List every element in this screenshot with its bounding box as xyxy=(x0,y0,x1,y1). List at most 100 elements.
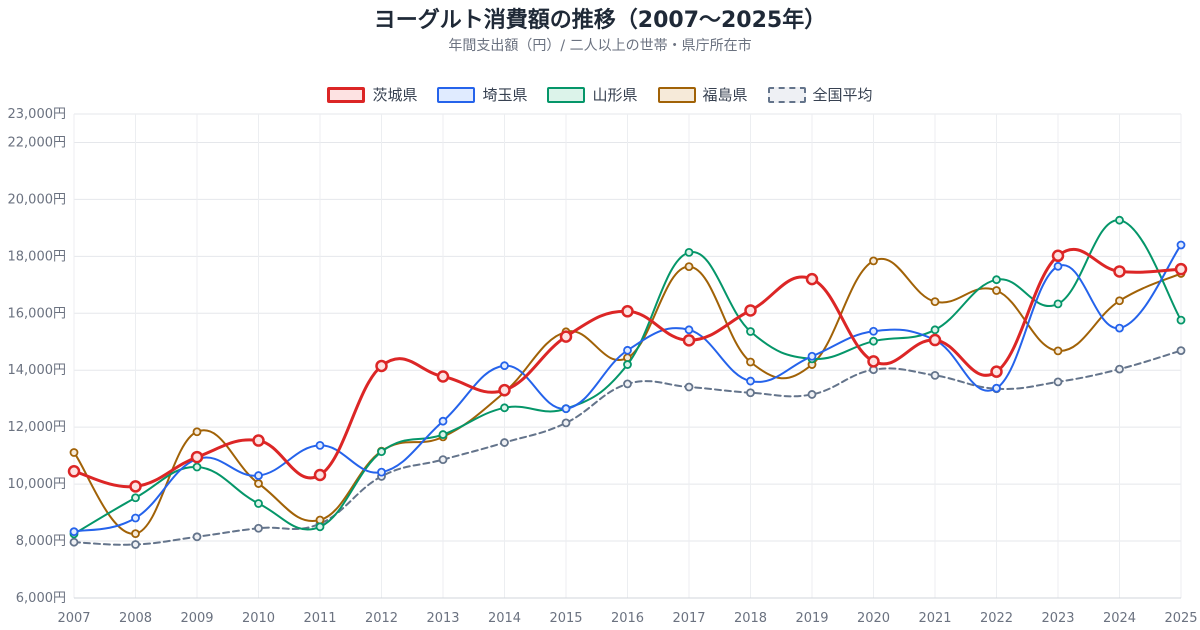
data-point[interactable] xyxy=(1115,364,1124,374)
data-point[interactable] xyxy=(500,361,509,371)
data-point[interactable] xyxy=(1051,249,1065,263)
data-point[interactable] xyxy=(805,272,819,286)
y-tick-label: 18,000円 xyxy=(8,249,67,264)
data-point[interactable] xyxy=(990,365,1003,378)
data-point[interactable] xyxy=(561,404,571,414)
data-point[interactable] xyxy=(377,447,386,457)
data-point[interactable] xyxy=(869,326,878,336)
data-point[interactable] xyxy=(1176,240,1186,250)
data-point[interactable] xyxy=(131,493,140,503)
data-point[interactable] xyxy=(1115,323,1124,333)
legend-label: 茨城県 xyxy=(372,86,418,104)
data-point[interactable] xyxy=(192,532,202,542)
data-point[interactable] xyxy=(254,499,263,508)
data-point[interactable] xyxy=(559,330,573,343)
data-point[interactable] xyxy=(129,480,142,493)
legend-item[interactable]: 埼玉県 xyxy=(437,84,527,105)
data-point[interactable] xyxy=(1115,215,1124,225)
data-point[interactable] xyxy=(869,336,878,346)
data-point[interactable] xyxy=(1174,262,1188,276)
data-point[interactable] xyxy=(1053,299,1063,309)
x-tick-label: 2007 xyxy=(57,611,90,626)
data-point[interactable] xyxy=(744,304,757,317)
x-tick-label: 2020 xyxy=(857,611,890,626)
data-point[interactable] xyxy=(375,359,388,373)
data-point[interactable] xyxy=(315,522,325,532)
data-point[interactable] xyxy=(1053,346,1063,356)
x-tick-label: 2024 xyxy=(1103,611,1136,626)
data-point[interactable] xyxy=(254,471,263,480)
data-point[interactable] xyxy=(1176,315,1186,325)
legend-swatch xyxy=(437,86,476,103)
data-point[interactable] xyxy=(928,333,942,347)
data-point[interactable] xyxy=(992,383,1001,393)
legend: 茨城県 埼玉県 山形県 福島県 全国平均 xyxy=(0,84,1200,105)
data-point[interactable] xyxy=(992,275,1001,285)
legend-swatch xyxy=(767,86,806,103)
data-point[interactable] xyxy=(69,448,79,457)
data-point[interactable] xyxy=(930,297,940,307)
data-point[interactable] xyxy=(500,403,509,413)
data-point[interactable] xyxy=(561,418,571,428)
data-point[interactable] xyxy=(746,388,755,398)
data-point[interactable] xyxy=(807,390,817,399)
data-point[interactable] xyxy=(1053,377,1063,387)
data-point[interactable] xyxy=(315,440,325,450)
data-point[interactable] xyxy=(192,462,202,472)
data-point[interactable] xyxy=(190,450,204,464)
data-point[interactable] xyxy=(498,383,511,397)
data-point[interactable] xyxy=(869,256,878,266)
data-point[interactable] xyxy=(1053,261,1063,271)
data-point[interactable] xyxy=(684,247,694,257)
data-point[interactable] xyxy=(69,527,79,537)
x-tick-label: 2013 xyxy=(426,611,459,626)
legend-label: 山形県 xyxy=(592,86,638,104)
legend-item[interactable]: 山形県 xyxy=(547,84,638,105)
data-point[interactable] xyxy=(252,434,265,447)
data-point[interactable] xyxy=(438,430,448,439)
data-point[interactable] xyxy=(131,513,140,523)
data-point[interactable] xyxy=(930,370,940,380)
data-point[interactable] xyxy=(436,370,450,383)
data-point[interactable] xyxy=(746,327,755,336)
data-point[interactable] xyxy=(438,416,448,426)
data-point[interactable] xyxy=(684,262,694,272)
x-tick-label: 2017 xyxy=(672,611,705,626)
data-point[interactable] xyxy=(69,537,79,547)
data-point[interactable] xyxy=(313,468,327,482)
data-point[interactable] xyxy=(254,479,263,488)
data-point[interactable] xyxy=(684,382,694,392)
data-point[interactable] xyxy=(746,376,755,386)
data-point[interactable] xyxy=(682,334,696,347)
x-tick-label: 2018 xyxy=(734,611,767,626)
data-point[interactable] xyxy=(500,438,509,447)
data-point[interactable] xyxy=(623,345,632,355)
data-point[interactable] xyxy=(992,286,1001,295)
legend-label: 福島県 xyxy=(702,86,748,104)
data-point[interactable] xyxy=(867,355,880,368)
series-1 xyxy=(69,240,1186,537)
data-point[interactable] xyxy=(621,305,634,318)
data-point[interactable] xyxy=(807,351,817,361)
data-point[interactable] xyxy=(746,357,755,367)
legend-item[interactable]: 茨城県 xyxy=(327,84,417,105)
y-tick-label: 10,000円 xyxy=(8,477,67,492)
data-point[interactable] xyxy=(254,523,263,533)
data-point[interactable] xyxy=(377,467,386,477)
data-point[interactable] xyxy=(67,465,81,478)
data-point[interactable] xyxy=(623,379,632,389)
data-point[interactable] xyxy=(1115,296,1124,306)
data-point[interactable] xyxy=(438,455,448,465)
data-point[interactable] xyxy=(684,325,694,335)
data-point[interactable] xyxy=(623,360,632,369)
data-point[interactable] xyxy=(192,427,202,437)
data-point[interactable] xyxy=(131,529,140,539)
x-tick-label: 2008 xyxy=(119,611,152,626)
legend-item[interactable]: 福島県 xyxy=(657,84,748,105)
data-point[interactable] xyxy=(1113,265,1126,278)
legend-item[interactable]: 全国平均 xyxy=(767,84,873,105)
y-tick-label: 20,000円 xyxy=(8,192,67,207)
data-point[interactable] xyxy=(930,325,940,335)
data-point[interactable] xyxy=(1176,346,1186,355)
data-point[interactable] xyxy=(131,540,140,549)
